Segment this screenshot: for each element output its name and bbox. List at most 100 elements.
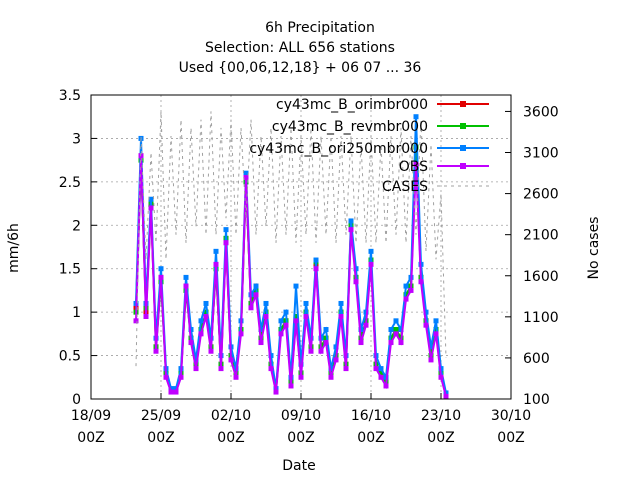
y-tick-label-4: 2 xyxy=(72,218,81,234)
legend-marker-OBS xyxy=(460,163,466,169)
point-cy43mc_B_ori250mbr000-26 xyxy=(263,300,269,306)
point-cy43mc_B_ori250mbr000-22 xyxy=(243,170,249,176)
point-cy43mc_B_ori250mbr000-49 xyxy=(378,366,384,372)
y-tick-label-3: 1.5 xyxy=(59,262,81,278)
point-cy43mc_B_ori250mbr000-13 xyxy=(198,318,204,324)
point-OBS-9 xyxy=(178,374,184,380)
y-tick-label-0: 0 xyxy=(72,392,81,408)
x-tick-label-hour-0: 00Z xyxy=(77,430,104,446)
legend-label-CASES: CASES xyxy=(382,179,428,195)
point-cy43mc_B_revmbr000-14 xyxy=(203,309,209,315)
plot-frame xyxy=(90,94,512,400)
series-line-CASES xyxy=(135,111,447,367)
legend-marker-cy43mc_B_orimbr000 xyxy=(460,101,466,107)
point-OBS-7 xyxy=(168,389,174,395)
y2-tick-label-2: 1100 xyxy=(523,310,559,326)
point-cy43mc_B_ori250mbr000-12 xyxy=(193,357,199,363)
point-OBS-0 xyxy=(133,318,139,324)
point-cy43mc_B_revmbr000-13 xyxy=(198,327,204,333)
legend-label-cy43mc_B_ori250mbr000: cy43mc_B_ori250mbr000 xyxy=(249,141,428,157)
x-tick-label-date-4: 16/10 xyxy=(351,408,391,424)
point-cy43mc_B_ori250mbr000-32 xyxy=(293,283,299,289)
x-tick-label-hour-1: 00Z xyxy=(147,430,174,446)
point-OBS-59 xyxy=(428,357,434,363)
point-OBS-62 xyxy=(443,393,449,399)
y-tick-label-1: 0.5 xyxy=(59,349,81,365)
y2-tick-label-6: 3100 xyxy=(523,146,559,162)
point-OBS-46 xyxy=(363,322,369,328)
point-OBS-10 xyxy=(183,283,189,289)
point-cy43mc_B_ori250mbr000-29 xyxy=(278,318,284,324)
x-tick-label-hour-6: 00Z xyxy=(497,430,524,446)
point-OBS-36 xyxy=(313,266,319,272)
point-cy43mc_B_ori250mbr000-41 xyxy=(338,300,344,306)
point-OBS-31 xyxy=(288,383,294,389)
point-OBS-26 xyxy=(263,313,269,319)
point-OBS-61 xyxy=(438,374,444,380)
point-OBS-14 xyxy=(203,313,209,319)
point-OBS-18 xyxy=(223,240,229,246)
point-OBS-52 xyxy=(393,331,399,337)
point-OBS-15 xyxy=(208,348,214,354)
point-cy43mc_B_ori250mbr000-45 xyxy=(358,327,364,333)
legend-label-OBS: OBS xyxy=(399,159,428,175)
title-line-2: Selection: ALL 656 stations xyxy=(205,40,395,56)
axes xyxy=(90,94,512,400)
point-cy43mc_B_ori250mbr000-8 xyxy=(173,386,179,392)
point-OBS-33 xyxy=(298,374,304,380)
point-cy43mc_B_ori250mbr000-14 xyxy=(203,300,209,306)
point-OBS-28 xyxy=(273,389,279,395)
point-OBS-53 xyxy=(398,340,404,346)
title-line-3: Used {00,06,12,18} + 06 07 ... 36 xyxy=(179,60,422,76)
point-OBS-25 xyxy=(258,340,264,346)
point-cy43mc_B_ori250mbr000-51 xyxy=(388,327,394,333)
point-cy43mc_B_ori250mbr000-43 xyxy=(348,218,354,224)
y-tick-label-5: 2.5 xyxy=(59,175,81,191)
point-OBS-21 xyxy=(238,331,244,337)
point-OBS-29 xyxy=(278,331,284,337)
point-OBS-11 xyxy=(188,340,194,346)
point-cy43mc_B_ori250mbr000-53 xyxy=(398,327,404,333)
series-layer xyxy=(133,111,449,399)
point-cy43mc_B_ori250mbr000-54 xyxy=(403,283,409,289)
x-tick-label-date-5: 23/10 xyxy=(421,408,461,424)
point-cy43mc_B_ori250mbr000-18 xyxy=(223,227,229,233)
point-OBS-44 xyxy=(353,279,359,285)
legend: cy43mc_B_orimbr000 cy43mc_B_revmbr000 cy43… xyxy=(249,97,489,195)
point-OBS-23 xyxy=(248,305,254,311)
legend-label-cy43mc_B_revmbr000: cy43mc_B_revmbr000 xyxy=(272,119,428,135)
point-cy43mc_B_ori250mbr000-44 xyxy=(353,266,359,272)
point-cy43mc_B_revmbr000-49 xyxy=(378,370,384,376)
point-OBS-38 xyxy=(323,340,329,346)
y2-tick-label-3: 1600 xyxy=(523,269,559,285)
point-OBS-45 xyxy=(358,340,364,346)
x-tick-label-date-1: 25/09 xyxy=(141,408,181,424)
point-cy43mc_B_ori250mbr000-10 xyxy=(183,274,189,280)
point-OBS-17 xyxy=(218,366,224,372)
point-OBS-13 xyxy=(198,331,204,337)
point-cy43mc_B_revmbr000-52 xyxy=(393,327,399,333)
x-tick-label-date-0: 18/09 xyxy=(71,408,111,424)
point-OBS-40 xyxy=(333,357,339,363)
point-OBS-8 xyxy=(173,389,179,395)
point-OBS-41 xyxy=(338,313,344,319)
point-cy43mc_B_ori250mbr000-39 xyxy=(328,366,334,372)
x-tick-label-hour-5: 00Z xyxy=(427,430,454,446)
legend-label-cy43mc_B_orimbr000: cy43mc_B_orimbr000 xyxy=(276,97,428,113)
y-tick-label-2: 1 xyxy=(72,305,81,321)
x-tick-label-date-3: 09/10 xyxy=(281,408,321,424)
point-cy43mc_B_ori250mbr000-47 xyxy=(368,248,374,254)
point-cy43mc_B_ori250mbr000-38 xyxy=(323,327,329,333)
point-OBS-2 xyxy=(143,313,149,319)
point-cy43mc_B_ori250mbr000-27 xyxy=(268,353,274,359)
point-cy43mc_B_ori250mbr000-3 xyxy=(148,196,154,202)
point-OBS-16 xyxy=(213,261,219,267)
point-OBS-48 xyxy=(373,366,379,372)
title-line-1: 6h Precipitation xyxy=(265,20,375,36)
y-axis-label: mm/6h xyxy=(6,223,22,273)
y2-tick-label-7: 3600 xyxy=(523,104,559,120)
x-tick-label-date-2: 02/10 xyxy=(211,408,251,424)
point-OBS-57 xyxy=(418,279,424,285)
point-OBS-58 xyxy=(423,322,429,328)
point-OBS-12 xyxy=(193,366,199,372)
